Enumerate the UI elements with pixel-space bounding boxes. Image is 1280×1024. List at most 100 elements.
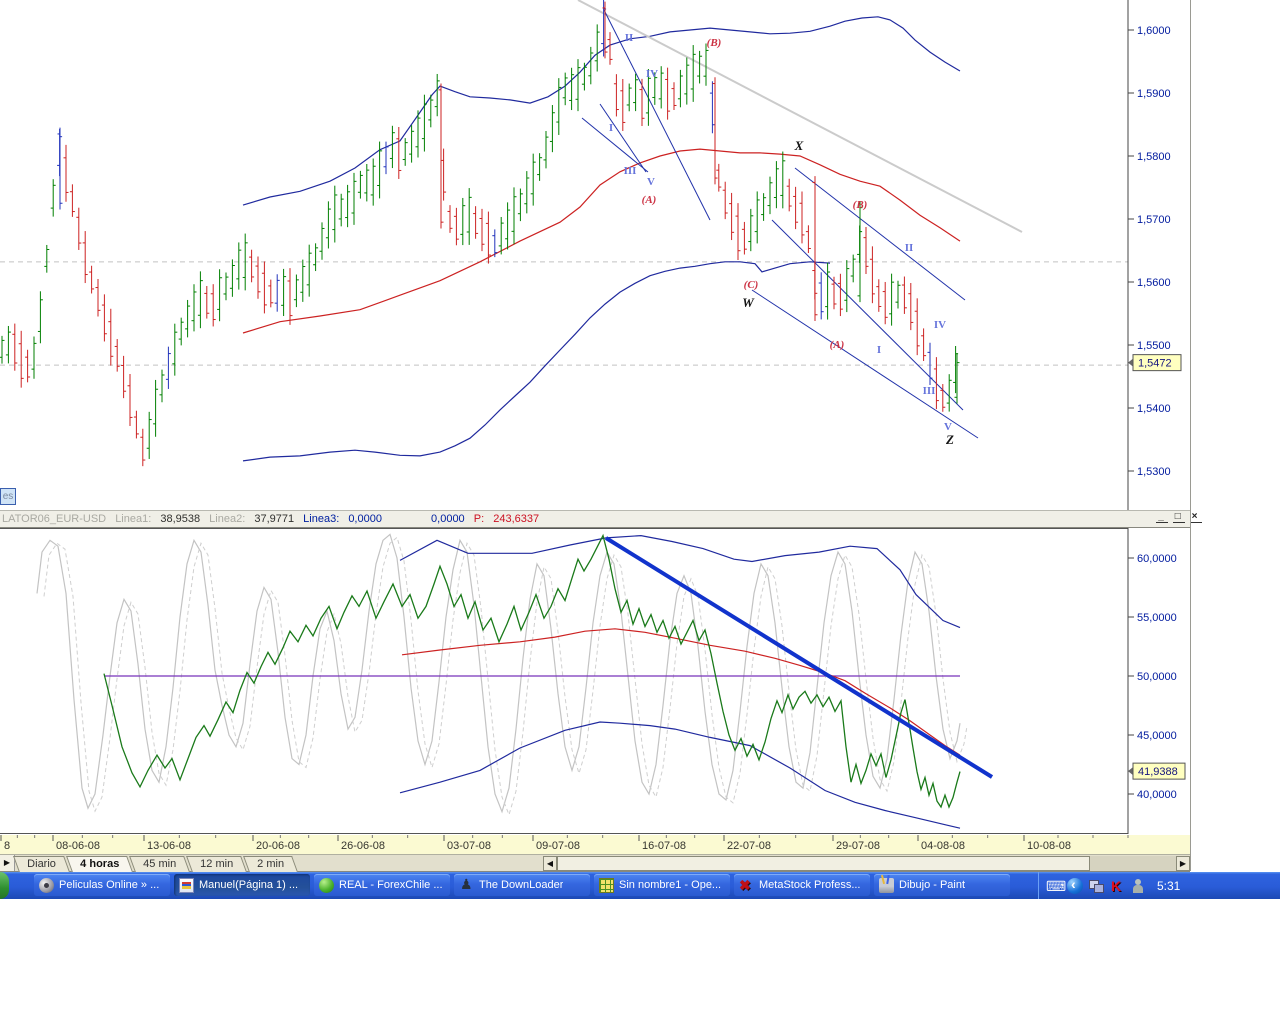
y-axis-label: 1,5600: [1137, 277, 1171, 289]
date-label: 04-08-08: [921, 840, 965, 852]
wave-label: II: [905, 242, 914, 254]
taskbar-button-label: MetaStock Profess...: [759, 879, 861, 891]
top-overlays: [242, 16, 961, 462]
hscroll-thumb[interactable]: [557, 856, 1090, 871]
sheet-tab-bar: ▶ Diario 4 horas 45 min 12 min 2 min ◀ ▶: [0, 855, 1190, 872]
wave-line: [603, 9, 711, 221]
value-marker: 41,9388: [1128, 762, 1186, 780]
date-label: 03-07-08: [447, 840, 491, 852]
person-icon: [459, 876, 474, 893]
y-axis-label: 55,0000: [1137, 612, 1177, 624]
tab-diario[interactable]: Diario: [13, 856, 70, 872]
tab-label: 2 min: [257, 858, 285, 870]
linea2-label: Linea2:: [209, 513, 246, 525]
taskbar-button-label: Peliculas Online » ...: [59, 879, 160, 891]
network-icon[interactable]: [1088, 878, 1104, 894]
tab-label: 4 horas: [79, 858, 120, 870]
tab-nav-button[interactable]: ▶: [0, 855, 15, 871]
taskbar-button[interactable]: Peliculas Online » ...: [34, 874, 170, 896]
osc-band-lower: [399, 721, 961, 829]
kaspersky-icon[interactable]: [1109, 878, 1125, 894]
y-axis-label: 1,5900: [1137, 88, 1171, 100]
channel-line: [771, 219, 964, 411]
taskbar-button[interactable]: MetaStock Profess...: [734, 874, 870, 896]
moving-average-red: [242, 148, 961, 334]
user-icon[interactable]: [1130, 878, 1146, 894]
y-axis-label: 45,0000: [1137, 730, 1177, 742]
wave-label: (A): [830, 339, 845, 351]
film-globe-icon: [39, 877, 54, 893]
wave-label: W: [742, 295, 755, 310]
wave-label: III: [923, 385, 936, 397]
taskbar-button[interactable]: Dibujo - Paint: [874, 874, 1010, 896]
stochastic-gray-signal: [43, 536, 968, 817]
paint-icon: [879, 877, 894, 893]
price-bars: [0, 0, 960, 467]
wave-label: (B): [707, 37, 722, 49]
date-label: 09-07-08: [536, 840, 580, 852]
wave-label: IV: [646, 68, 658, 80]
indicator-status-strip: LATOR06_EUR-USD Linea1: 38,9538 Linea2: …: [0, 510, 1190, 528]
y-axis-label: 1,5500: [1137, 340, 1171, 352]
taskbar-button[interactable]: Sin nombre1 - Ope...: [594, 874, 730, 896]
linea2-value: 37,9771: [254, 513, 295, 525]
date-label: 16-07-08: [642, 840, 686, 852]
wave-label: (B): [853, 199, 868, 211]
taskbar-button[interactable]: REAL - ForexChile ...: [314, 874, 450, 896]
wave-label: V: [944, 421, 952, 433]
value-axis: 60,0000 55,0000 50,0000 45,0000 40,0000: [1128, 553, 1177, 801]
date-label: 8: [4, 840, 10, 852]
window-right-frame: [1190, 0, 1191, 871]
svg-text:1,5472: 1,5472: [1138, 358, 1172, 370]
tab-4-horas[interactable]: 4 horas: [65, 856, 133, 872]
taskbar-button-label: Dibujo - Paint: [899, 879, 966, 891]
y-axis-label: 60,0000: [1137, 553, 1177, 565]
date-label: 10-08-08: [1027, 840, 1071, 852]
taskbar-button-label: The DownLoader: [479, 879, 564, 891]
p-label: P:: [473, 513, 485, 525]
spreadsheet-icon: [599, 877, 614, 893]
wave-label: X: [794, 138, 804, 153]
metastock-icon: [739, 877, 754, 894]
date-ticks: 8 08-06-08 13-06-08 20-06-08 26-06-08 03-07-0…: [0, 835, 1129, 852]
tab-2-min[interactable]: 2 min: [243, 856, 298, 872]
y-axis-label: 50,0000: [1137, 671, 1177, 683]
tab-45-min[interactable]: 45 min: [128, 856, 190, 872]
oscillator-green: [103, 533, 961, 809]
price-axis: 1,6000 1,5900 1,5800 1,5700 1,5600 1,5500 1,54…: [1127, 0, 1171, 510]
hscroll-right-arrow[interactable]: ▶: [1176, 856, 1190, 871]
tab-12-min[interactable]: 12 min: [185, 856, 247, 872]
linea1-label: Linea1:: [115, 513, 152, 525]
hscroll-track[interactable]: [1090, 856, 1176, 871]
gray-trendline: [577, 0, 1023, 233]
keyboard-icon[interactable]: [1046, 878, 1066, 895]
wave-label: Z: [945, 432, 954, 447]
tab-label: 12 min: [200, 858, 234, 870]
es-button[interactable]: es: [0, 488, 16, 505]
price-marker: 1,5472: [1128, 354, 1182, 372]
date-tick-group: 8 08-06-08 13-06-08 20-06-08 26-06-08 03-07-0…: [0, 835, 1129, 852]
document-icon: [179, 877, 194, 893]
taskbar-button[interactable]: Manuel(Página 1) ...: [174, 874, 310, 896]
wave-label: IV: [934, 319, 946, 331]
linea3-value: 0,0000: [348, 513, 382, 525]
osc-ma-red: [401, 628, 961, 756]
start-button-fragment[interactable]: [0, 872, 9, 899]
wave-label: III: [624, 165, 637, 177]
date-label: 29-07-08: [836, 840, 880, 852]
taskbar: Peliculas Online » ... Manuel(Página 1) .…: [0, 872, 1280, 899]
y-axis-label: 1,5700: [1137, 214, 1171, 226]
minimize-button[interactable]: _: [1156, 511, 1168, 523]
taskbar-button-label: Sin nombre1 - Ope...: [619, 879, 722, 891]
linea1-value: 38,9538: [160, 513, 201, 525]
hscroll-left-arrow[interactable]: ◀: [543, 856, 557, 871]
maximize-button[interactable]: □: [1172, 511, 1185, 523]
y-axis-label: 40,0000: [1137, 789, 1177, 801]
tab-label: Diario: [27, 858, 56, 870]
language-back-icon[interactable]: [1067, 876, 1083, 894]
wave-label: (A): [642, 194, 657, 206]
svg-text:41,9388: 41,9388: [1138, 766, 1178, 778]
close-button[interactable]: ×: [1189, 511, 1202, 523]
taskbar-button[interactable]: The DownLoader: [454, 874, 590, 896]
